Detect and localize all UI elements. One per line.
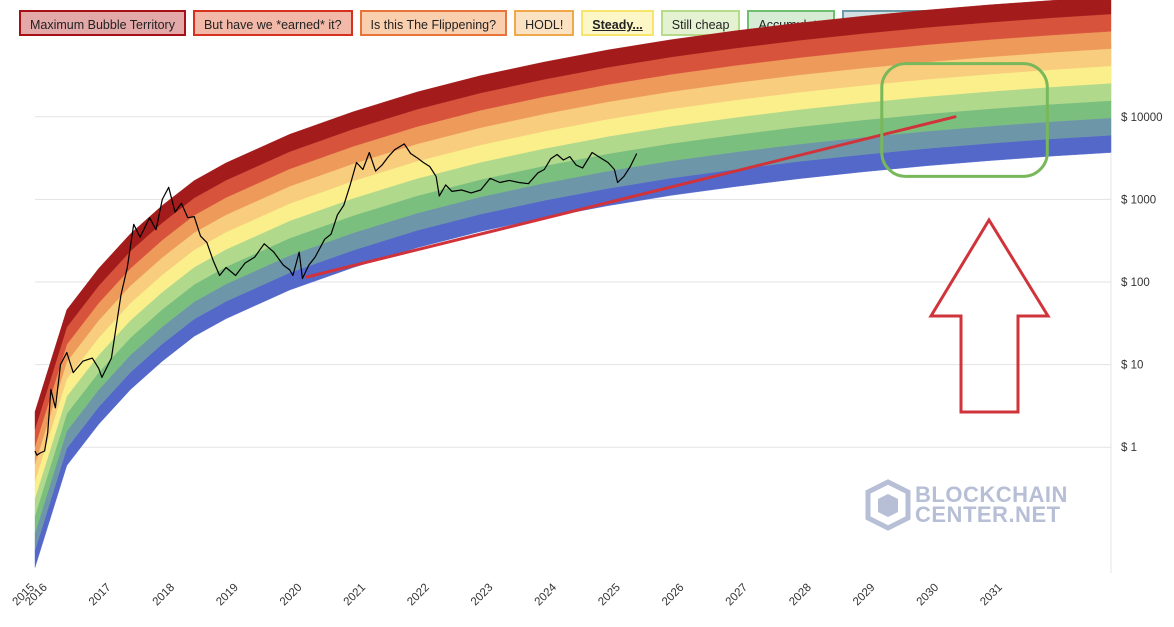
legend-item-earned-it[interactable]: But have we *earned* it? <box>192 10 353 36</box>
legend-item-hodl[interactable]: HODL! <box>514 10 575 36</box>
x-tick-label: 2029 <box>851 582 878 609</box>
y-tick-label: $ 1000 <box>1121 194 1156 206</box>
x-tick-label: 2019 <box>214 582 241 609</box>
legend-item-maximum-bubble-territory[interactable]: Maximum Bubble Territory <box>19 10 186 36</box>
x-tick-label: 2018 <box>151 582 178 609</box>
rainbow-bands <box>34 0 1112 568</box>
legend-item-steady[interactable]: Steady... <box>581 10 654 36</box>
x-tick-label: 2017 <box>87 582 114 609</box>
highlight-box <box>880 62 1049 178</box>
price-line <box>34 143 638 456</box>
x-tick-label: 2031 <box>978 582 1005 609</box>
x-tick-label: 2028 <box>787 582 814 609</box>
blockchaincenter-logo-icon <box>865 479 911 531</box>
x-tick-label: 2022 <box>405 582 432 609</box>
legend-item-still-cheap[interactable]: Still cheap <box>660 10 741 36</box>
annotations <box>305 62 1051 414</box>
legend-item-flippening[interactable]: Is this The Flippening? <box>359 10 508 36</box>
band-maximum-bubble-territory <box>34 0 1112 430</box>
watermark-line2: CENTER.NET <box>915 502 1061 527</box>
x-tick-label: 2025 <box>596 582 623 609</box>
x-tick-label: 2023 <box>469 582 496 609</box>
watermark-line1: BLOCKCHAIN <box>915 482 1068 507</box>
y-tick-label: $ 10 <box>1121 360 1143 372</box>
y-tick-label: $ 100 <box>1121 277 1150 289</box>
x-tick-label: 2020 <box>278 582 305 609</box>
y-tick-label: $ 1 <box>1121 442 1137 454</box>
up-arrow-icon <box>928 217 1051 414</box>
price-series <box>34 143 638 456</box>
x-tick-label: 2026 <box>660 582 687 609</box>
x-tick-label: 2024 <box>533 581 560 608</box>
x-tick-label: 2027 <box>724 582 751 609</box>
watermark: BLOCKCHAIN CENTER.NET <box>865 479 1068 531</box>
y-tick-label: $ 10000 <box>1121 112 1163 124</box>
x-tick-label: 2030 <box>915 582 942 609</box>
trend-line <box>305 115 957 279</box>
y-axis: $ 1 $ 10 $ 100 $ 1000 $ 10000 <box>1121 112 1163 454</box>
x-tick-label: 2021 <box>342 582 369 609</box>
